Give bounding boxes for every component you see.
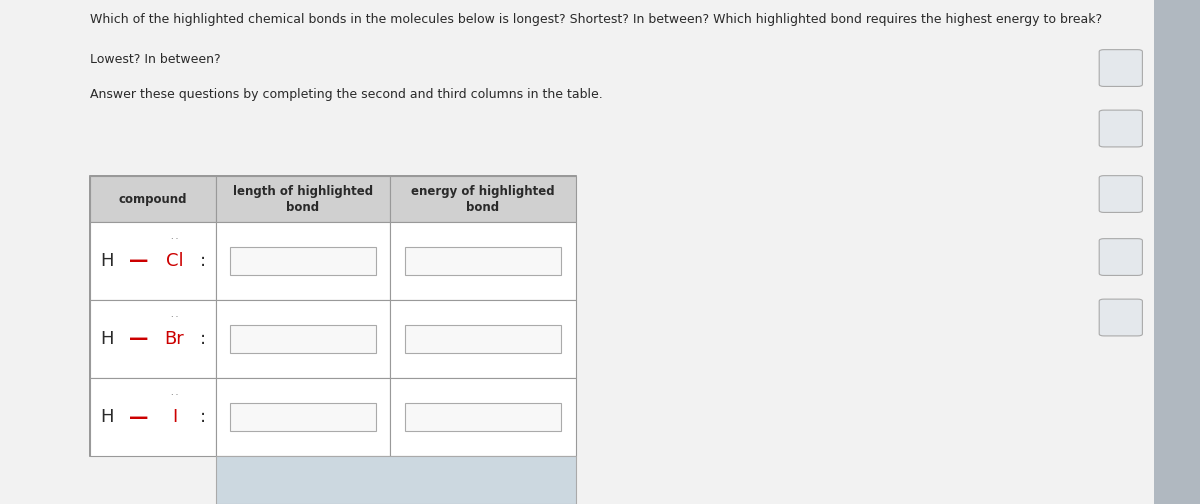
- Bar: [390, 222, 576, 300]
- Text: Ar: Ar: [1115, 312, 1127, 323]
- Text: H: H: [101, 330, 114, 348]
- Bar: [1154, 0, 1200, 504]
- Text: Br: Br: [164, 330, 185, 348]
- Text: :: :: [200, 330, 206, 348]
- FancyBboxPatch shape: [404, 325, 562, 353]
- FancyBboxPatch shape: [230, 247, 376, 275]
- Text: - choose one -: - choose one -: [412, 412, 491, 422]
- Text: H: H: [101, 252, 114, 270]
- Bar: [216, 176, 390, 222]
- Text: energy of highlighted
bond: energy of highlighted bond: [412, 184, 554, 214]
- Bar: [90, 378, 216, 456]
- Text: ∨: ∨: [362, 334, 370, 344]
- Text: Cl: Cl: [166, 252, 184, 270]
- Text: ×: ×: [300, 473, 312, 487]
- Text: H: H: [101, 408, 114, 426]
- FancyBboxPatch shape: [404, 403, 562, 431]
- Text: dl: dl: [1116, 252, 1126, 262]
- Text: ∨: ∨: [362, 256, 370, 266]
- Text: - choose one -: - choose one -: [412, 256, 491, 266]
- Text: ⊟: ⊟: [1115, 187, 1127, 201]
- Text: Answer these questions by completing the second and third columns in the table.: Answer these questions by completing the…: [90, 88, 602, 101]
- Bar: [216, 300, 390, 378]
- Bar: [216, 378, 390, 456]
- FancyBboxPatch shape: [404, 247, 562, 275]
- Text: ∨: ∨: [548, 412, 556, 422]
- Bar: [390, 300, 576, 378]
- Text: —: —: [128, 251, 149, 270]
- Text: - choose one -: - choose one -: [238, 334, 316, 344]
- Text: ∞: ∞: [1115, 121, 1127, 136]
- FancyBboxPatch shape: [230, 403, 376, 431]
- FancyBboxPatch shape: [230, 325, 376, 353]
- Text: I: I: [172, 408, 178, 426]
- Text: ↺: ↺: [390, 473, 402, 487]
- FancyBboxPatch shape: [1099, 176, 1142, 213]
- Text: · ·: · ·: [172, 392, 178, 401]
- Text: ∨: ∨: [362, 412, 370, 422]
- FancyBboxPatch shape: [1099, 239, 1142, 275]
- Text: length of highlighted
bond: length of highlighted bond: [233, 184, 373, 214]
- Text: compound: compound: [119, 193, 187, 206]
- Bar: [216, 222, 390, 300]
- Text: —: —: [128, 408, 149, 426]
- Text: ?: ?: [482, 473, 490, 487]
- Text: ∨: ∨: [548, 334, 556, 344]
- Text: · ·: · ·: [172, 313, 178, 323]
- Text: :: :: [200, 252, 206, 270]
- Bar: [390, 378, 576, 456]
- Bar: [390, 176, 576, 222]
- FancyBboxPatch shape: [1099, 299, 1142, 336]
- Text: · ·: · ·: [172, 235, 178, 244]
- Bar: [90, 300, 216, 378]
- Bar: [216, 456, 576, 504]
- Text: - choose one -: - choose one -: [238, 412, 316, 422]
- Text: :: :: [200, 408, 206, 426]
- FancyBboxPatch shape: [1099, 110, 1142, 147]
- Bar: [90, 176, 576, 456]
- Text: Which of the highlighted chemical bonds in the molecules below is longest? Short: Which of the highlighted chemical bonds …: [90, 13, 1102, 26]
- Text: ∨: ∨: [548, 256, 556, 266]
- Text: Lowest? In between?: Lowest? In between?: [90, 53, 221, 66]
- Bar: [90, 222, 216, 300]
- Bar: [90, 176, 216, 222]
- FancyBboxPatch shape: [1099, 50, 1142, 87]
- Text: ⊞: ⊞: [1115, 61, 1127, 75]
- Text: —: —: [128, 330, 149, 348]
- Text: - choose one -: - choose one -: [238, 256, 316, 266]
- Text: - choose one -: - choose one -: [412, 334, 491, 344]
